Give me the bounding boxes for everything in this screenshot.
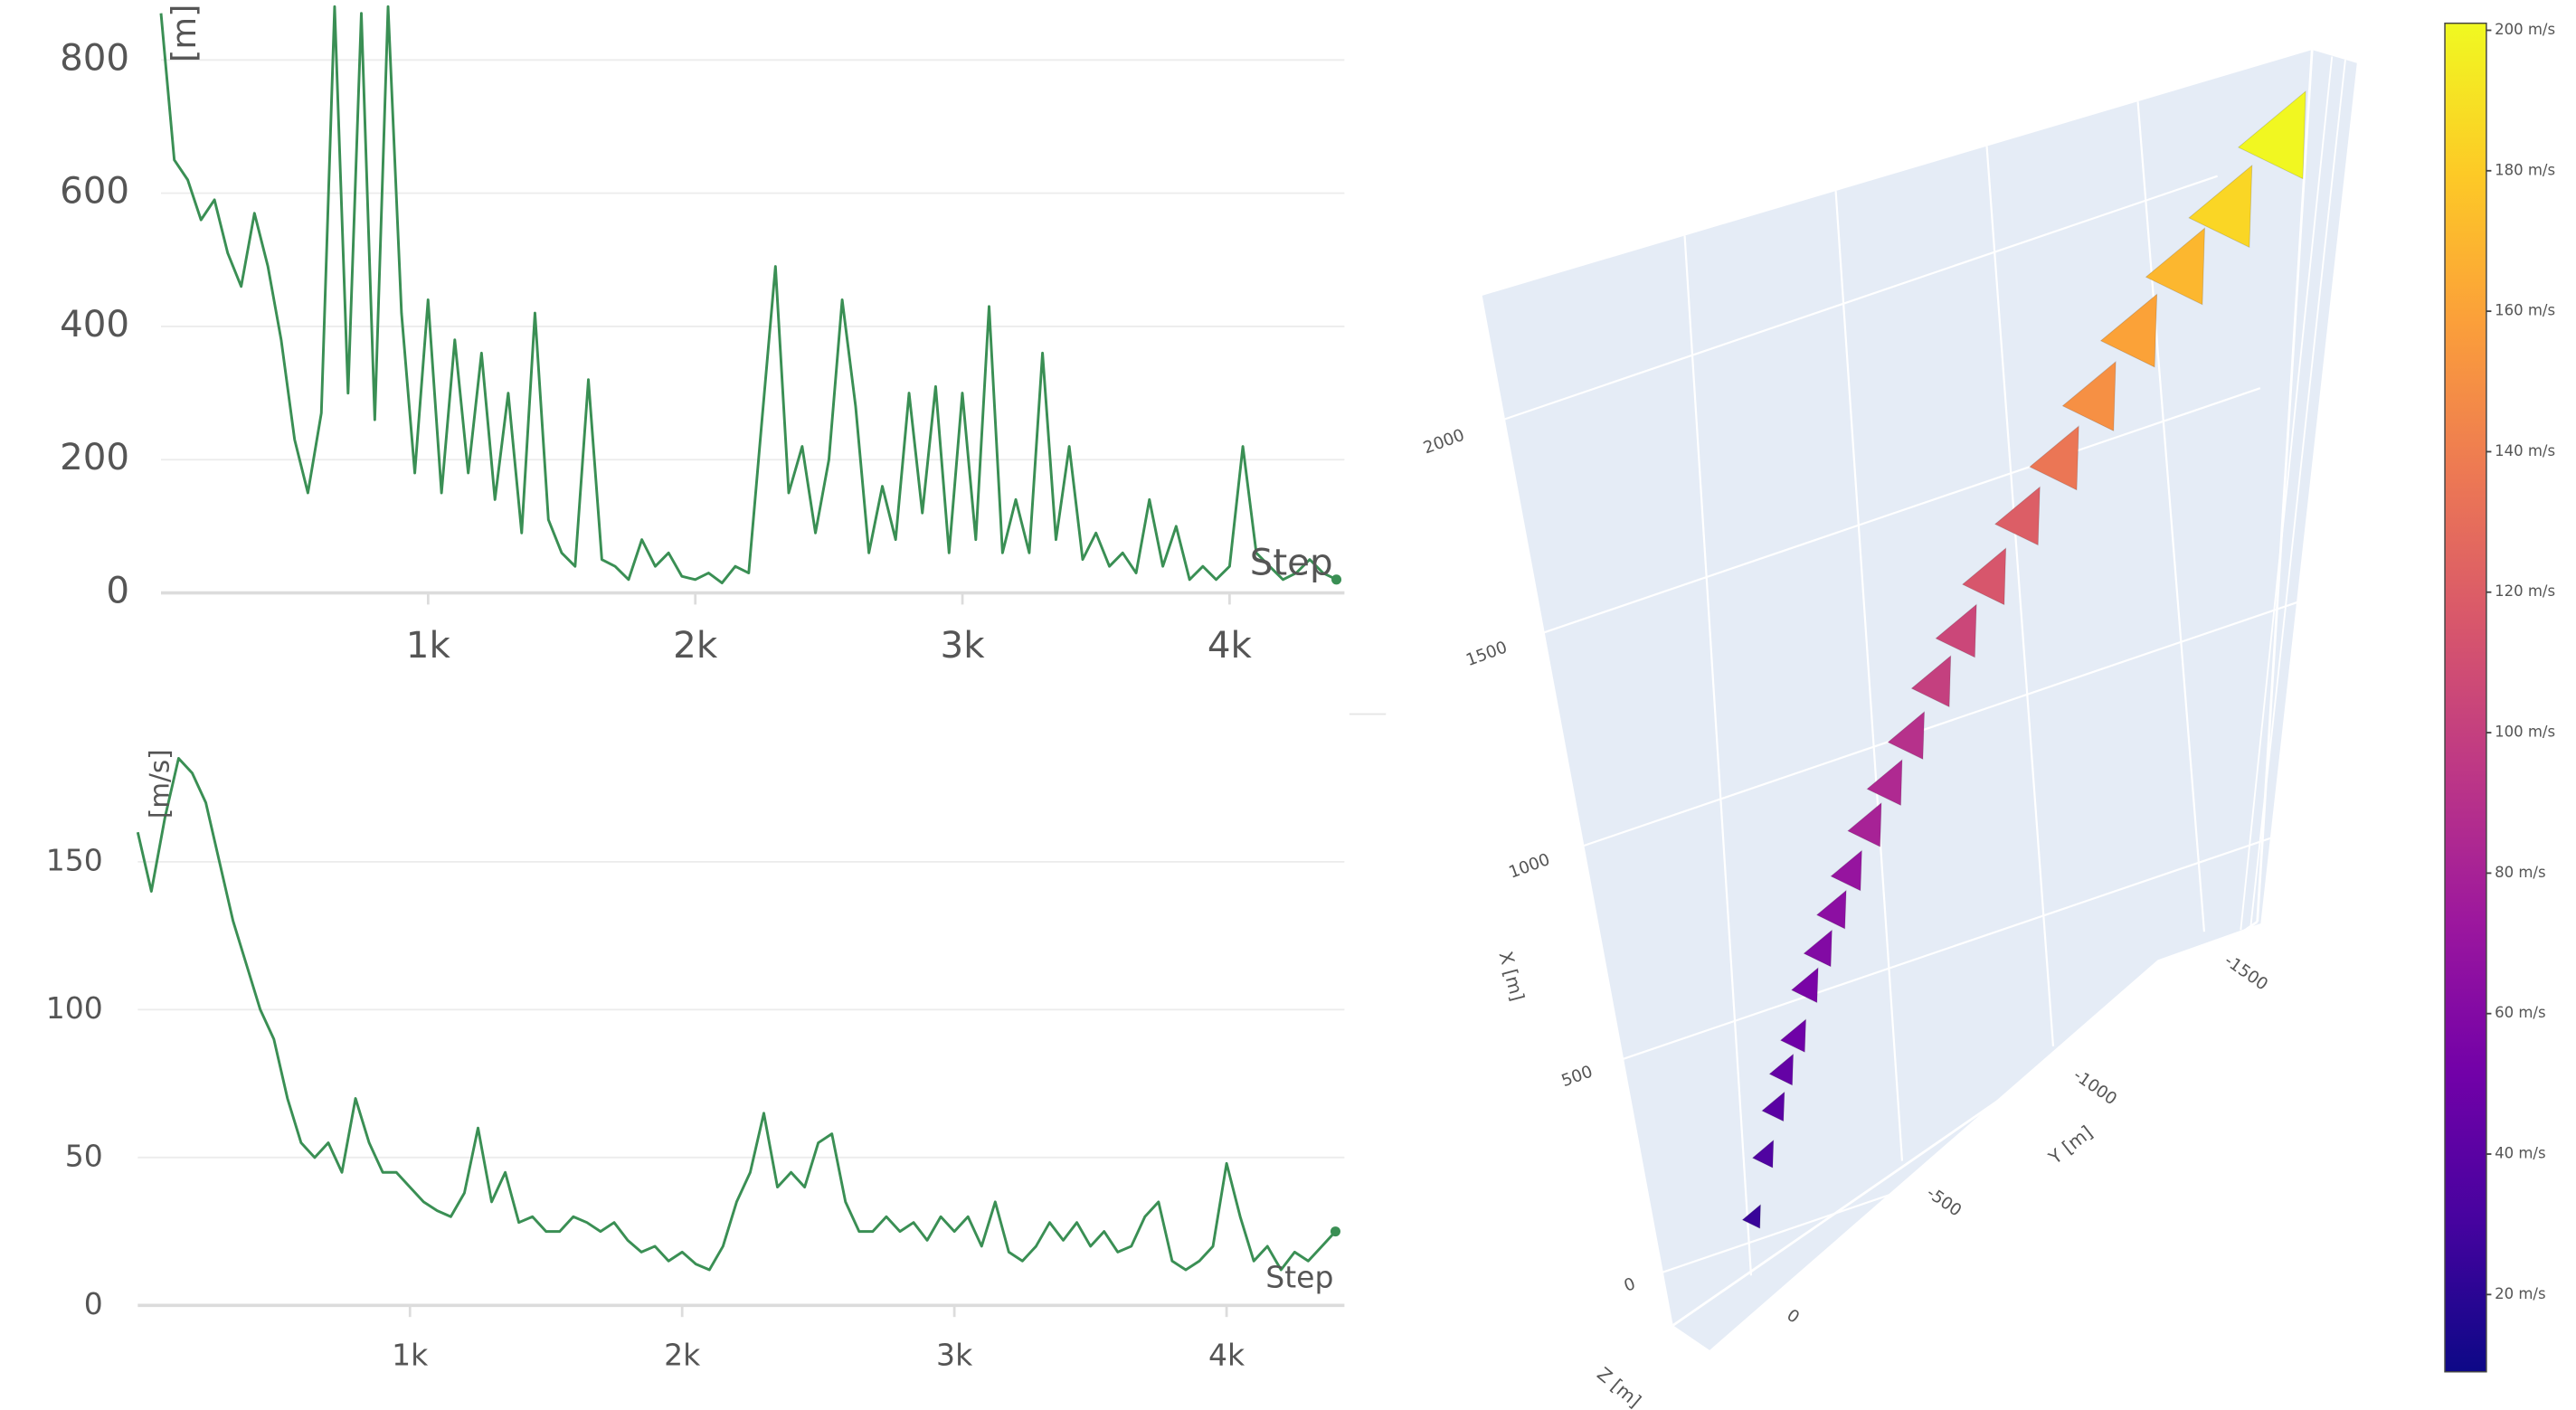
y-tick-label: -500 xyxy=(1923,1184,1965,1221)
grid-line xyxy=(1985,146,2055,1046)
x-tick-label: 0 xyxy=(1622,1274,1638,1296)
cone xyxy=(1935,603,1977,658)
cone xyxy=(1961,547,2007,606)
y-tick-label: 0 xyxy=(84,1286,103,1321)
y-tick-label: 800 xyxy=(60,36,129,79)
cone xyxy=(2099,293,2158,368)
y-tick-label: 100 xyxy=(46,990,103,1026)
y-axis-title: [m] xyxy=(165,5,204,62)
grid-line xyxy=(1530,387,2261,639)
colorbar-tick-label: 200 m/s xyxy=(2495,21,2555,38)
y-tick-label: 50 xyxy=(65,1138,103,1173)
grid-line xyxy=(1834,191,1904,1161)
colorbar-tick-label: 160 m/s xyxy=(2495,302,2555,319)
cone xyxy=(2188,164,2253,249)
y-tick-label: 400 xyxy=(60,303,129,345)
last-point xyxy=(1330,1226,1340,1237)
pane-edge xyxy=(2249,60,2346,927)
x-tick-label: 500 xyxy=(1559,1063,1596,1092)
x-tick-label: 1000 xyxy=(1506,850,1552,883)
grid-line xyxy=(1683,235,1753,1276)
colorbar xyxy=(2444,22,2487,1373)
grid-line xyxy=(1486,175,2218,427)
y-tick-label: 200 xyxy=(60,436,129,478)
cone xyxy=(2145,227,2205,306)
cone xyxy=(1910,655,1952,708)
x-tick-label: 4k xyxy=(1208,1338,1245,1373)
pane-edge xyxy=(1672,921,2259,1327)
cone xyxy=(1761,1091,1785,1122)
colorbar-tick-label: 100 m/s xyxy=(2495,724,2555,741)
cone xyxy=(1887,711,1926,761)
cone xyxy=(1779,1018,1807,1054)
cone xyxy=(2029,425,2079,491)
colorbar-tick-label: 180 m/s xyxy=(2495,161,2555,178)
cone xyxy=(1847,801,1882,847)
y-tick-label: 0 xyxy=(1783,1306,1803,1328)
cone xyxy=(1790,967,1819,1004)
grid-line xyxy=(2136,101,2206,932)
x-tick-label: 3k xyxy=(941,624,986,667)
x-tick-label: 2000 xyxy=(1421,426,1467,459)
cone xyxy=(2237,90,2306,180)
x-axis-title: Step xyxy=(1265,1259,1333,1294)
x-tick-label: 3k xyxy=(936,1338,973,1373)
cone xyxy=(1803,929,1833,968)
y-tick-label: 0 xyxy=(106,570,129,612)
y-axis-title: Y [m] xyxy=(2044,1121,2097,1169)
cone xyxy=(2061,360,2117,432)
y-tick-label: 150 xyxy=(46,842,103,877)
cone xyxy=(1866,759,1903,807)
x-axis-title: Step xyxy=(1250,541,1333,583)
y-axis-title: [m/s] xyxy=(145,749,175,819)
cone xyxy=(1815,889,1847,930)
z-axis-title: Z [m] xyxy=(1593,1363,1645,1410)
pane-edge xyxy=(2240,56,2334,931)
colorbar-tick-label: 80 m/s xyxy=(2495,864,2546,881)
x-tick-label: 2k xyxy=(664,1338,701,1373)
y-tick-label: 600 xyxy=(60,170,129,213)
grid-line xyxy=(1615,811,2346,1063)
cone xyxy=(1830,849,1862,892)
series-line xyxy=(159,5,1338,585)
colorbar-tick-label: 140 m/s xyxy=(2495,442,2555,459)
x-tick-label: 2k xyxy=(673,624,718,667)
cone xyxy=(1751,1139,1775,1169)
colorbar-tick-label: 60 m/s xyxy=(2495,1004,2546,1021)
last-point xyxy=(1331,574,1342,585)
y-tick-label: -1000 xyxy=(2069,1065,2120,1109)
colorbar-tick-label: 120 m/s xyxy=(2495,582,2555,600)
cone xyxy=(1994,486,2041,546)
cone xyxy=(1768,1053,1795,1086)
x-tick-label: 4k xyxy=(1208,624,1253,667)
x-axis-title: X [m] xyxy=(1495,949,1530,1003)
x-tick-label: 1k xyxy=(406,624,451,667)
series-line xyxy=(136,756,1337,1272)
colorbar-tick-label: 20 m/s xyxy=(2495,1285,2546,1302)
x-tick-label: 1k xyxy=(392,1338,429,1373)
cone xyxy=(1741,1204,1761,1229)
x-tick-label: 1500 xyxy=(1463,638,1510,670)
grid-line xyxy=(1657,1023,2389,1275)
scene-pane xyxy=(1482,50,2357,1350)
colorbar-tick-label: 40 m/s xyxy=(2495,1145,2546,1162)
y-tick-label: -1500 xyxy=(2221,951,2271,995)
